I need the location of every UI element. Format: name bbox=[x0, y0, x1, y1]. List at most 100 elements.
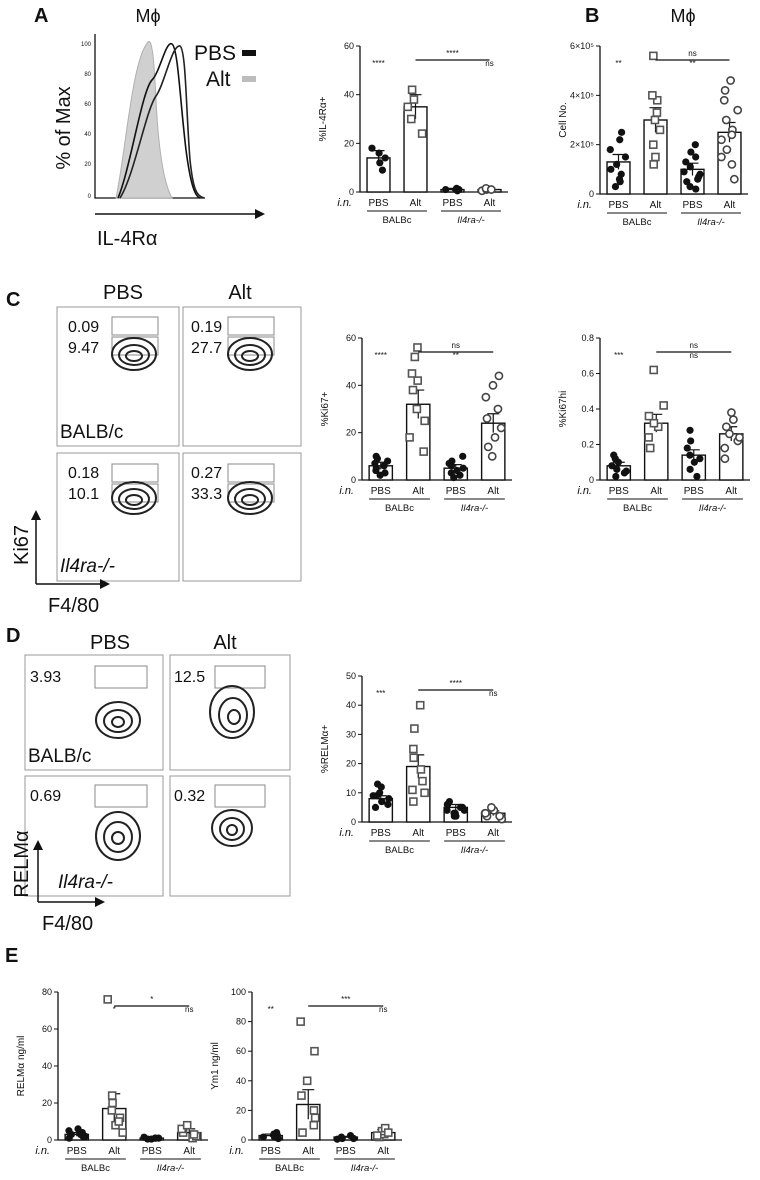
data-point bbox=[259, 1133, 267, 1141]
y-tick-label: 20 bbox=[236, 1105, 246, 1115]
data-point bbox=[406, 114, 416, 124]
data-point bbox=[616, 136, 624, 144]
contour-box bbox=[24, 654, 164, 771]
x-tick-label: Alt bbox=[724, 200, 736, 211]
data-point bbox=[298, 1128, 307, 1137]
x-tick-label: Alt bbox=[410, 198, 422, 209]
bar-chart-e2: 0 20 40 60 80 100 Ym1 ng/ml PBS Alt PBS Alt i.n. BAL… bbox=[210, 987, 402, 1174]
data-point bbox=[189, 1130, 199, 1139]
group-label: BALBc bbox=[385, 845, 414, 856]
in-label: i.n. bbox=[337, 197, 352, 209]
y-tick-label: 0 bbox=[589, 189, 594, 199]
data-point bbox=[381, 154, 389, 162]
y-tick-label: 60 bbox=[236, 1046, 246, 1056]
data-point bbox=[108, 1098, 117, 1108]
data-point bbox=[650, 115, 660, 125]
data-point bbox=[649, 51, 658, 61]
bar-chart-d: 0 10 20 30 40 50 %RELMα+ PBS Alt PBS Alt i.n. BALBc I… bbox=[320, 671, 512, 856]
data-point bbox=[691, 141, 699, 149]
flow-alt-curve bbox=[119, 45, 205, 199]
group-label: BALBc bbox=[622, 217, 651, 228]
data-point bbox=[719, 95, 729, 105]
data-point bbox=[686, 426, 694, 434]
data-point bbox=[649, 160, 658, 169]
y-tick-label: 0.8 bbox=[581, 333, 594, 343]
x-tick-label: Alt bbox=[412, 828, 424, 839]
contour-box bbox=[56, 452, 180, 582]
y-tick-label: 0.6 bbox=[581, 369, 594, 379]
data-point bbox=[103, 995, 113, 1004]
flow-pbs-curve bbox=[117, 43, 201, 199]
data-point bbox=[725, 429, 734, 439]
x-tick-label: PBS bbox=[609, 486, 629, 497]
data-point bbox=[610, 451, 618, 459]
in-label: i.n. bbox=[339, 827, 354, 839]
group-label: Il4ra-/- bbox=[697, 217, 724, 228]
data-point bbox=[494, 371, 504, 381]
x-tick-label: Alt bbox=[650, 200, 662, 211]
data-point bbox=[420, 416, 429, 426]
panel-c-col-alt: Alt bbox=[228, 282, 252, 304]
data-point bbox=[652, 108, 662, 117]
data-point bbox=[409, 744, 418, 754]
flow-x-label: IL-4Rα bbox=[97, 228, 157, 250]
data-point bbox=[459, 452, 467, 460]
significance-label: * bbox=[150, 995, 153, 1004]
panel-c-contour-grid: 0.09 9.47 0.19 27.7 0.18 10.1 0.27 33.3 … bbox=[56, 306, 302, 582]
data-point bbox=[302, 1076, 312, 1086]
data-point bbox=[405, 433, 414, 442]
data-point bbox=[727, 130, 737, 140]
flow-y-tick: 0 bbox=[88, 194, 92, 200]
data-point bbox=[648, 140, 658, 149]
data-point bbox=[696, 455, 704, 463]
flow-y-tick: 100 bbox=[81, 42, 92, 48]
data-point bbox=[403, 102, 413, 112]
y-tick-label: 20 bbox=[346, 759, 356, 769]
data-point bbox=[606, 146, 614, 154]
y-axis-label: %IL-4Rα+ bbox=[318, 96, 329, 141]
gate-value: 3.93 bbox=[30, 669, 61, 686]
x-tick-label: PBS bbox=[682, 200, 702, 211]
y-tick-label: 80 bbox=[236, 1017, 246, 1027]
y-tick-label: 40 bbox=[346, 380, 356, 390]
data-point bbox=[486, 185, 496, 194]
data-point bbox=[413, 343, 422, 352]
y-tick-label: 0 bbox=[349, 187, 354, 197]
panel-a-flow-histogram: 100 80 60 40 20 0 PBS Alt % of Max IL-4R… bbox=[53, 34, 265, 250]
data-point bbox=[107, 1106, 117, 1115]
data-point bbox=[487, 451, 497, 461]
x-tick-label: PBS bbox=[371, 828, 391, 839]
data-point bbox=[376, 789, 384, 797]
data-point bbox=[687, 148, 695, 156]
panel-b-title: Mϕ bbox=[670, 6, 695, 26]
x-tick-label: Alt bbox=[484, 198, 496, 209]
data-point bbox=[721, 115, 731, 125]
flow-y-tick: 80 bbox=[84, 72, 91, 78]
data-point bbox=[372, 452, 380, 460]
significance-label: *** bbox=[614, 351, 623, 360]
data-point bbox=[649, 418, 659, 428]
panel-d-contour-grid: 3.93 12.5 0.69 0.32 BALB/c Il4ra-/- bbox=[24, 654, 291, 897]
data-point bbox=[612, 472, 620, 481]
data-point bbox=[686, 163, 694, 171]
data-point bbox=[297, 1091, 306, 1100]
gate-value: 33.3 bbox=[191, 486, 222, 503]
row-label-balbc: BALB/c bbox=[60, 422, 123, 443]
y-tick-label: 0 bbox=[351, 475, 356, 485]
data-point bbox=[309, 1120, 319, 1130]
data-point bbox=[448, 457, 456, 465]
y-tick-label: 0 bbox=[47, 1135, 52, 1145]
data-point bbox=[383, 457, 392, 465]
contour-plot bbox=[111, 337, 273, 515]
gate-value: 0.27 bbox=[191, 465, 222, 482]
x-tick-label: Alt bbox=[108, 1146, 120, 1157]
data-point bbox=[416, 765, 426, 774]
y-tick-label: 2×10⁵ bbox=[570, 140, 594, 150]
x-tick-label: PBS bbox=[261, 1146, 281, 1157]
data-point bbox=[727, 408, 736, 417]
in-label: i.n. bbox=[339, 485, 354, 497]
data-point bbox=[720, 86, 730, 95]
panel-c-col-pbs: PBS bbox=[103, 282, 143, 304]
x-tick-label: Alt bbox=[650, 486, 662, 497]
